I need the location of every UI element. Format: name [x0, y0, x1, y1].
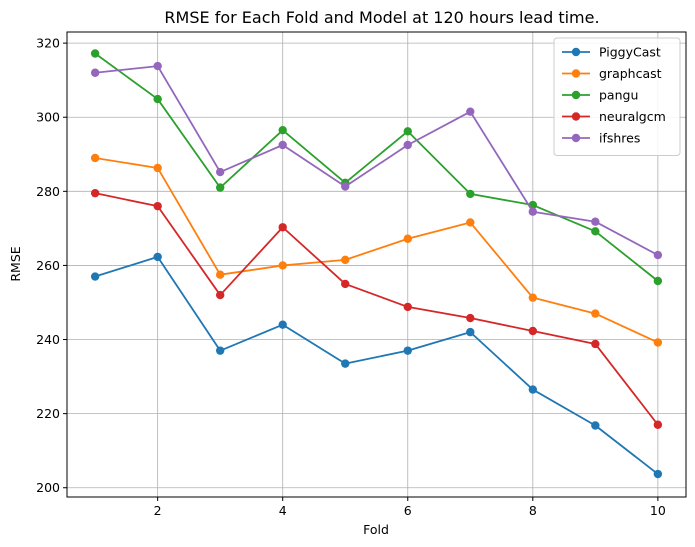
series-ifshres: [90, 61, 663, 260]
legend-marker: [571, 69, 581, 78]
y-tick-label: 260: [36, 258, 60, 273]
data-point: [591, 421, 600, 430]
data-point: [90, 68, 100, 77]
data-point: [528, 385, 538, 394]
data-point: [90, 49, 100, 58]
data-point: [403, 302, 412, 312]
series-graphcast: [90, 153, 663, 347]
data-point: [153, 61, 162, 71]
data-point: [90, 188, 100, 198]
legend-item-ifshres: ifshres: [562, 131, 640, 146]
data-point: [466, 107, 475, 116]
legend-marker: [571, 112, 581, 121]
data-point: [278, 320, 287, 329]
legend-label: pangu: [599, 88, 638, 103]
data-point: [341, 279, 350, 289]
data-point: [153, 201, 162, 211]
x-tick-label: 4: [279, 503, 287, 518]
data-point: [278, 125, 287, 135]
data-point: [591, 309, 600, 318]
legend-item-pangu: pangu: [562, 88, 638, 103]
legend-item-neuralgcm: neuralgcm: [562, 109, 666, 124]
legend-marker: [571, 47, 581, 57]
data-point: [278, 140, 287, 150]
data-point: [653, 250, 663, 260]
data-point: [466, 327, 475, 337]
data-point: [653, 338, 663, 347]
series-neuralgcm: [90, 188, 663, 429]
data-point: [653, 420, 663, 429]
ticks: 2 4 6 8 10 200 220 240 260 280 300 320: [36, 36, 666, 518]
series-line: [94, 256, 659, 475]
data-point: [90, 153, 100, 163]
data-point: [591, 217, 600, 226]
x-tick-label: 10: [650, 503, 666, 518]
data-point: [466, 218, 475, 227]
data-point: [341, 359, 350, 368]
plot-frame: [66, 31, 687, 498]
data-point: [403, 140, 412, 150]
series-line: [94, 157, 659, 344]
data-point: [528, 293, 538, 302]
series-line: [95, 65, 659, 256]
y-tick-label: 220: [36, 406, 60, 421]
data-point: [528, 207, 538, 216]
data-point: [591, 339, 600, 349]
y-axis-label: RMSE: [8, 246, 23, 281]
data-point: [90, 272, 100, 281]
data-point: [653, 469, 663, 479]
x-tick-label: 2: [154, 503, 162, 518]
x-tick-label: 8: [529, 503, 537, 518]
series-line: [94, 192, 659, 426]
legend-item-graphcast: graphcast: [562, 66, 662, 81]
y-tick-label: 200: [36, 480, 60, 495]
data-point: [403, 127, 412, 136]
data-point: [591, 227, 600, 236]
x-axis-label: Fold: [363, 522, 389, 537]
series-line: [94, 52, 659, 282]
legend-marker: [571, 133, 581, 143]
data-point: [403, 346, 412, 355]
data-point: [215, 183, 225, 192]
data-point: [341, 255, 350, 265]
series-layer: [90, 49, 663, 479]
x-tick-label: 6: [404, 503, 412, 518]
legend-marker: [571, 90, 581, 100]
legend-item-piggycast: PiggyCast: [562, 45, 661, 60]
data-point: [653, 276, 663, 286]
legend-label: ifshres: [599, 131, 640, 146]
data-point: [341, 182, 350, 191]
chart-title: RMSE for Each Fold and Model at 120 hour…: [164, 8, 599, 27]
legend-box: [553, 37, 681, 156]
data-point: [215, 167, 225, 177]
legend-label: graphcast: [599, 66, 662, 81]
data-point: [528, 326, 538, 336]
data-point: [215, 346, 225, 355]
data-point: [153, 163, 162, 173]
data-point: [466, 189, 475, 199]
data-point: [215, 270, 225, 279]
y-tick-label: 240: [36, 332, 60, 347]
y-tick-label: 300: [36, 110, 60, 125]
series-piggycast: [90, 252, 663, 479]
data-point: [153, 252, 162, 262]
data-point: [278, 223, 287, 232]
data-point: [278, 261, 287, 270]
data-point: [466, 313, 475, 323]
legend-label: PiggyCast: [599, 45, 661, 60]
data-point: [215, 290, 225, 300]
legend: PiggyCast graphcast pangu neuralgcm ifshres: [553, 37, 681, 156]
data-point: [403, 234, 412, 243]
y-tick-label: 320: [36, 36, 60, 51]
legend-label: neuralgcm: [599, 109, 666, 124]
data-point: [153, 94, 162, 104]
y-tick-label: 280: [36, 184, 60, 199]
